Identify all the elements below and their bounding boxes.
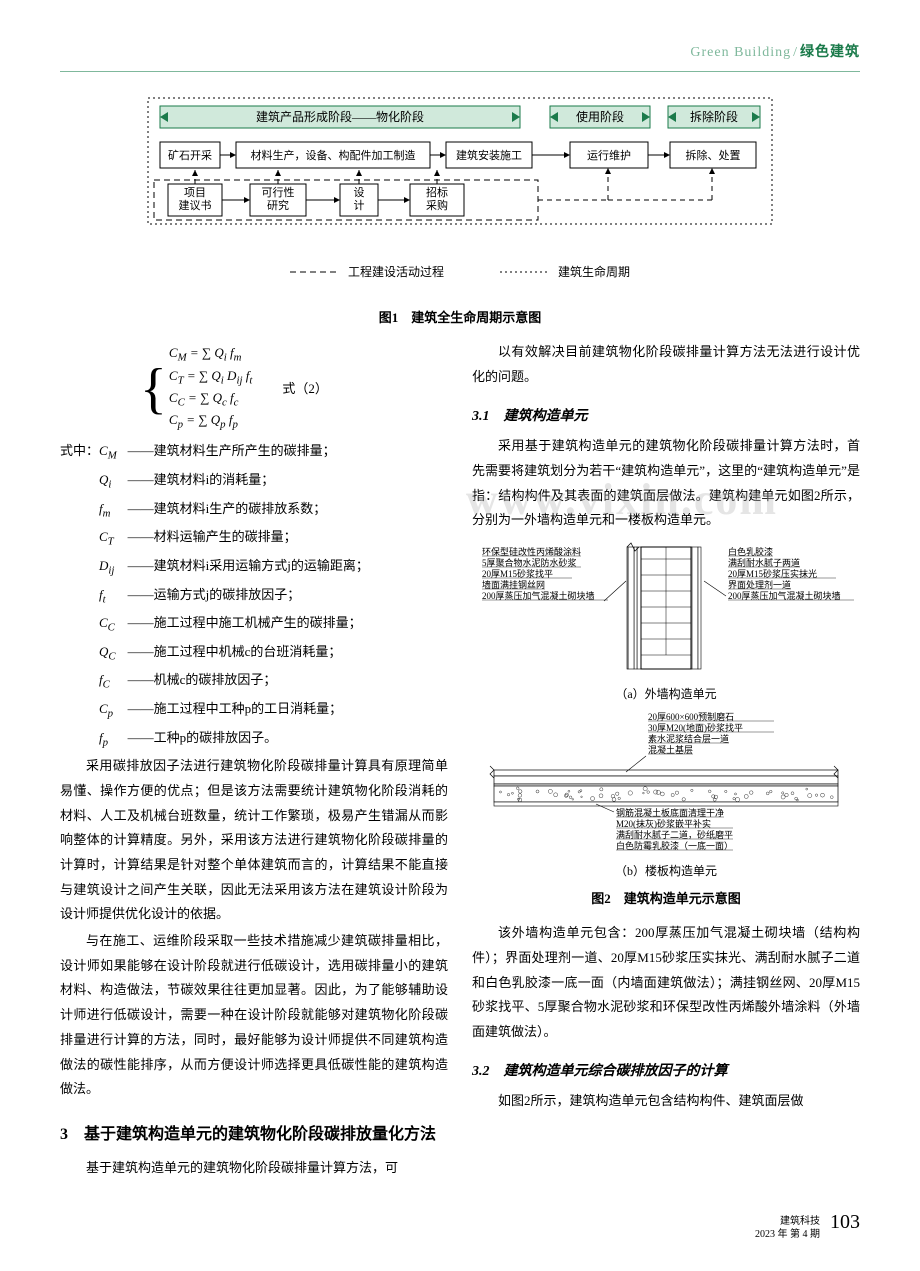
page-footer: 建筑科技 2023 年 第 4 期 103 (60, 1203, 860, 1241)
svg-text:研究: 研究 (267, 198, 289, 212)
svg-text:建筑产品形成阶段——物化阶段: 建筑产品形成阶段——物化阶段 (256, 109, 424, 124)
svg-text:矿石开采: 矿石开采 (168, 149, 212, 162)
svg-text:拆除阶段: 拆除阶段 (690, 109, 738, 124)
svg-text:20厚M15砂浆找平: 20厚M15砂浆找平 (482, 568, 553, 579)
svg-text:建议书: 建议书 (179, 198, 212, 212)
footer-journal: 建筑科技 (755, 1215, 820, 1228)
header-cn: 绿色建筑 (800, 45, 860, 60)
section-3-1-para2: 该外墙构造单元包含：200厚蒸压加气混凝土砌块墙（结构构件）；界面处理剂一道、2… (472, 921, 860, 1044)
two-column-body: { CM = ∑ Qi fmCT = ∑ Qi Dij ftCC = ∑ Qc … (60, 340, 860, 1183)
svg-text:满刮耐水腻子二道，砂纸磨平: 满刮耐水腻子二道，砂纸磨平 (616, 829, 733, 840)
svg-text:计: 计 (354, 199, 365, 212)
equation-lines: CM = ∑ Qi fmCT = ∑ Qi Dij ftCC = ∑ Qc fc… (169, 344, 252, 433)
section-3-para: 基于建筑构造单元的建筑物化阶段碳排量计算方法，可 (60, 1156, 448, 1181)
left-column: { CM = ∑ Qi fmCT = ∑ Qi Dij ftCC = ∑ Qc … (60, 340, 448, 1183)
svg-text:200厚蒸压加气混凝土砌块墙: 200厚蒸压加气混凝土砌块墙 (482, 590, 595, 601)
section-3-2-title: 3.2 建筑构造单元综合碳排放因子的计算 (472, 1059, 860, 1086)
figure-2: 环保型硅改性丙烯酸涂料5厚聚合物水泥防水砂浆20厚M15砂浆找平墙面满挂钢丝网2… (472, 541, 860, 911)
svg-text:界面处理剂一道: 界面处理剂一道 (728, 579, 791, 590)
svg-text:混凝土基层: 混凝土基层 (648, 744, 693, 755)
svg-text:使用阶段: 使用阶段 (576, 109, 624, 124)
section-3-2-para: 如图2所示，建筑构造单元包含结构构件、建筑面层做 (472, 1089, 860, 1114)
header-sep: / (793, 45, 798, 60)
figure-1-caption: 图1 建筑全生命周期示意图 (140, 306, 780, 331)
svg-text:招标: 招标 (426, 185, 448, 199)
svg-text:5厚聚合物水泥防水砂浆: 5厚聚合物水泥防水砂浆 (482, 557, 577, 568)
svg-text:钢筋混凝土板底面清理干净: 钢筋混凝土板底面清理干净 (616, 807, 724, 818)
svg-text:建筑安装施工: 建筑安装施工 (456, 148, 522, 162)
para-left-2: 与在施工、运维阶段采取一些技术措施减少建筑碳排量相比，设计师如果能够在设计阶段就… (60, 929, 448, 1102)
para-left-1: 采用碳排放因子法进行建筑物化阶段碳排量计算具有原理简单易懂、操作方便的优点；但是… (60, 754, 448, 927)
equation-block: { CM = ∑ Qi fmCT = ∑ Qi Dij ftCC = ∑ Qc … (140, 344, 448, 433)
svg-text:运行维护: 运行维护 (587, 148, 631, 162)
footer-page-number: 103 (830, 1203, 860, 1241)
svg-text:M20(抹灰)砂浆嵌平补实: M20(抹灰)砂浆嵌平补实 (616, 818, 711, 829)
svg-text:环保型硅改性丙烯酸涂料: 环保型硅改性丙烯酸涂料 (482, 546, 581, 557)
symbol-definitions: 式中：CM——建筑材料生产所产生的碳排量；Qi——建筑材料i的消耗量；fm——建… (60, 439, 448, 752)
svg-text:拆除、处置: 拆除、处置 (686, 148, 741, 162)
svg-text:满刮耐水腻子两道: 满刮耐水腻子两道 (728, 557, 800, 568)
svg-text:设: 设 (354, 186, 365, 199)
svg-text:30厚M20(地面)砂浆找平: 30厚M20(地面)砂浆找平 (648, 722, 743, 733)
figure-2-caption: 图2 建筑构造单元示意图 (472, 887, 860, 912)
right-lead-para: 以有效解决目前建筑物化阶段碳排量计算方法无法进行设计优化的问题。 (472, 340, 860, 389)
right-column: www.vixin.com 以有效解决目前建筑物化阶段碳排量计算方法无法进行设计… (472, 340, 860, 1183)
svg-text:建筑生命周期: 建筑生命周期 (558, 264, 630, 279)
section-3-1-para: 采用基于建筑构造单元的建筑物化阶段碳排量计算方法时，首先需要将建筑划分为若干“建… (472, 434, 860, 533)
svg-text:20厚M15砂浆压实抹光: 20厚M15砂浆压实抹光 (728, 568, 817, 579)
svg-text:采购: 采购 (426, 198, 448, 212)
figure-2a-caption: （a）外墙构造单元 (472, 683, 860, 706)
svg-text:白色防霉乳胶漆（一底一面）: 白色防霉乳胶漆（一底一面） (616, 840, 733, 851)
svg-text:工程建设活动过程: 工程建设活动过程 (348, 264, 444, 279)
figure-2b-caption: （b）楼板构造单元 (472, 860, 860, 883)
svg-text:墙面满挂钢丝网: 墙面满挂钢丝网 (482, 579, 545, 590)
figure-1: 建筑产品形成阶段——物化阶段 使用阶段 拆除阶段矿石开采 材料生产，设备、构配件加工制… (140, 92, 780, 331)
section-3-1-title: 3.1 建筑构造单元 (472, 404, 860, 431)
brace-icon: { (140, 361, 167, 417)
page-header: Green Building/绿色建筑 (60, 40, 860, 72)
svg-text:素水泥浆结合层一道: 素水泥浆结合层一道 (648, 733, 729, 744)
svg-text:材料生产，设备、构配件加工制造: 材料生产，设备、构配件加工制造 (251, 148, 416, 162)
svg-text:20厚600×600预制磨石: 20厚600×600预制磨石 (648, 711, 734, 722)
header-en: Green Building (690, 45, 791, 60)
svg-text:200厚蒸压加气混凝土砌块墙: 200厚蒸压加气混凝土砌块墙 (728, 590, 841, 601)
footer-issue: 2023 年 第 4 期 (755, 1228, 820, 1241)
svg-text:白色乳胶漆: 白色乳胶漆 (728, 546, 773, 557)
equation-label: 式（2） (282, 377, 328, 402)
section-3-title: 3 基于建筑构造单元的建筑物化阶段碳排放量化方法 (60, 1120, 448, 1150)
svg-text:项目: 项目 (184, 186, 206, 199)
svg-text:可行性: 可行性 (262, 185, 295, 199)
